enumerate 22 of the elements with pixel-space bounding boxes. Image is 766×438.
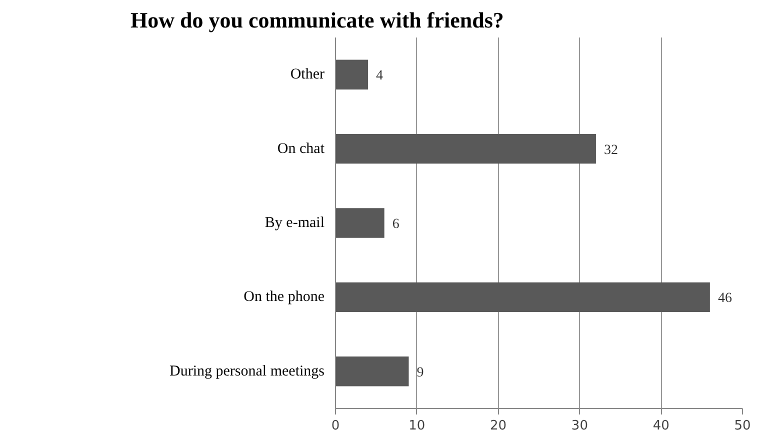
data-label: 4 xyxy=(376,68,384,84)
y-tick-label: On the phone xyxy=(244,289,325,306)
x-tick-label: 30 xyxy=(571,418,588,434)
data-label: 9 xyxy=(416,365,424,380)
x-tick-label: 0 xyxy=(331,418,340,434)
x-tick-label: 40 xyxy=(652,418,670,434)
bar xyxy=(336,282,710,312)
y-tick-label: On chat xyxy=(277,140,326,157)
bar xyxy=(336,60,368,90)
x-tick-label: 10 xyxy=(408,418,426,434)
y-tick-label: During personal meetings xyxy=(170,363,325,380)
data-label: 46 xyxy=(718,291,732,306)
y-tick-label: Other xyxy=(290,66,325,83)
x-tick-label: 20 xyxy=(490,418,507,434)
bar xyxy=(336,208,384,238)
data-label: 6 xyxy=(392,217,400,232)
y-tick-label: By e-mail xyxy=(264,215,325,231)
chart-title: How do you communicate with friends? xyxy=(130,8,504,32)
x-tick-label: 50 xyxy=(734,418,751,434)
bar xyxy=(336,134,596,164)
data-label: 32 xyxy=(604,142,618,158)
bar xyxy=(336,356,409,386)
